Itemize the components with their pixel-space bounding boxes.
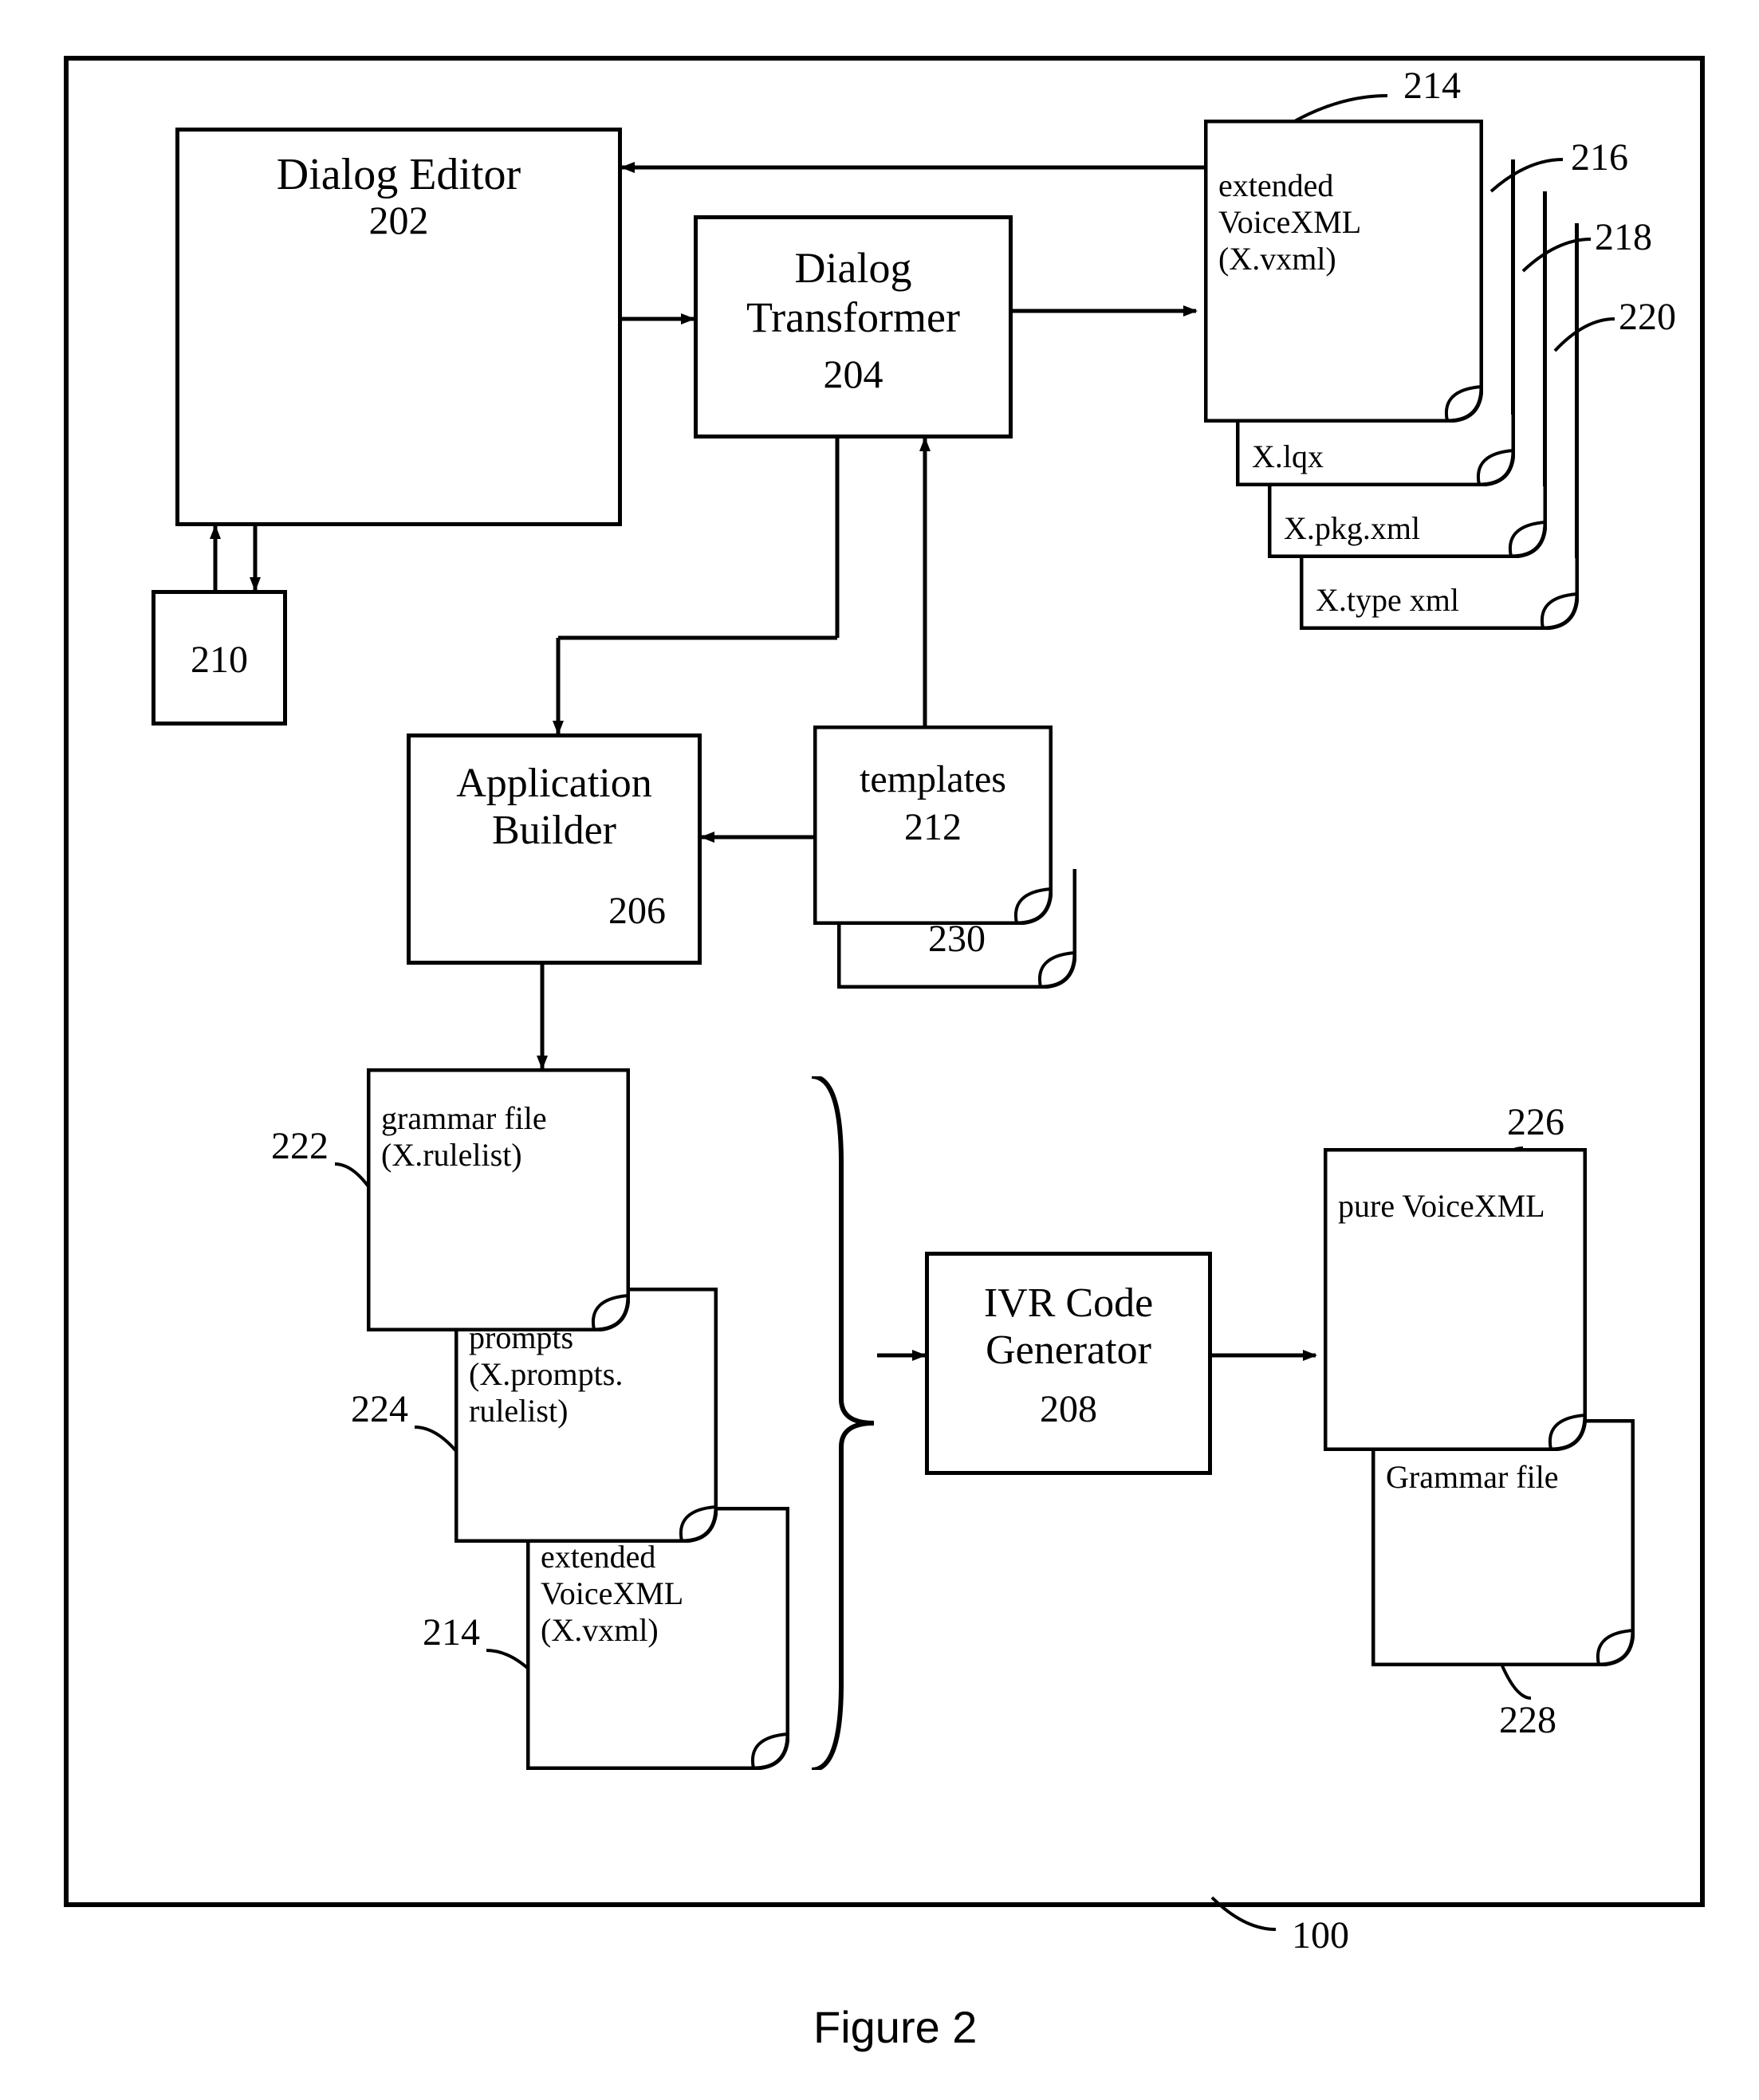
box-ref-num: 206 (608, 889, 666, 933)
doc-stack-edge (1543, 191, 1547, 486)
box-ref-num: 202 (179, 197, 618, 243)
box-title2: Transformer (698, 293, 1009, 342)
doc-label: extended VoiceXML (X.vxml) (1218, 167, 1469, 277)
ref-222: 222 (271, 1124, 329, 1168)
doc-left-0: grammar file (X.rulelist) (367, 1068, 630, 1331)
box-title: Dialog Editor (179, 149, 618, 200)
box-title2: Builder (411, 807, 698, 854)
doc-label: templates (813, 757, 1053, 801)
box-title2: Generator (929, 1327, 1208, 1374)
doc-vxml-front: extended VoiceXML (X.vxml) (1204, 120, 1483, 423)
doc-label: prompts (X.prompts. rulelist) (469, 1319, 703, 1429)
doc-stack-edge (1511, 159, 1515, 415)
doc-right-1: Grammar file (1371, 1419, 1635, 1666)
ref-226: 226 (1507, 1100, 1564, 1144)
doc-right-0: pure VoiceXML (1324, 1148, 1587, 1451)
box-box_210: 210 (152, 590, 287, 726)
box-app_builder: ApplicationBuilder 206 (407, 733, 702, 965)
ref-228: 228 (1499, 1698, 1556, 1742)
doc-left-2: extended VoiceXML (X.vxml) (526, 1507, 789, 1770)
box-title: IVR Code (929, 1280, 1208, 1327)
doc-ref-num: 212 (813, 805, 1053, 849)
ref-224: 224 (351, 1387, 408, 1431)
box-ref-num: 204 (698, 351, 1009, 397)
ref-vxml-216: 216 (1571, 136, 1628, 179)
doc-label: X.lqx (1252, 438, 1501, 475)
doc-label: grammar file (X.rulelist) (381, 1100, 616, 1174)
box-title: Dialog (698, 243, 1009, 293)
doc-label: X.pkg.xml (1284, 510, 1533, 547)
diagram-canvas: Dialog Editor202 DialogTransformer 204 210 A… (32, 32, 1727, 2068)
curly-brace (805, 1076, 877, 1770)
box-dialog_transformer: DialogTransformer 204 (694, 215, 1013, 438)
ref-vxml-220: 220 (1619, 295, 1676, 339)
doc-label: pure VoiceXML (1338, 1188, 1572, 1225)
doc-label: X.type xml (1316, 582, 1564, 619)
box-title: Application (411, 760, 698, 807)
figure-caption: Figure 2 (813, 2001, 977, 2053)
ref-100: 100 (1292, 1913, 1349, 1957)
doc-stack-edge (1575, 223, 1579, 558)
doc-label: Grammar file (1386, 1459, 1620, 1496)
ref-vxml-218: 218 (1595, 215, 1652, 259)
doc-templates: templates212 (813, 726, 1053, 925)
doc-label: extended VoiceXML (X.vxml) (541, 1539, 775, 1649)
ref-214-top: 214 (1403, 64, 1461, 108)
box-ivr: IVR CodeGenerator 208 (925, 1252, 1212, 1475)
box-ref-num: 208 (929, 1387, 1208, 1431)
box-ref-num: 210 (155, 638, 283, 682)
ref-214: 214 (423, 1610, 480, 1654)
box-dialog_editor: Dialog Editor202 (175, 128, 622, 526)
